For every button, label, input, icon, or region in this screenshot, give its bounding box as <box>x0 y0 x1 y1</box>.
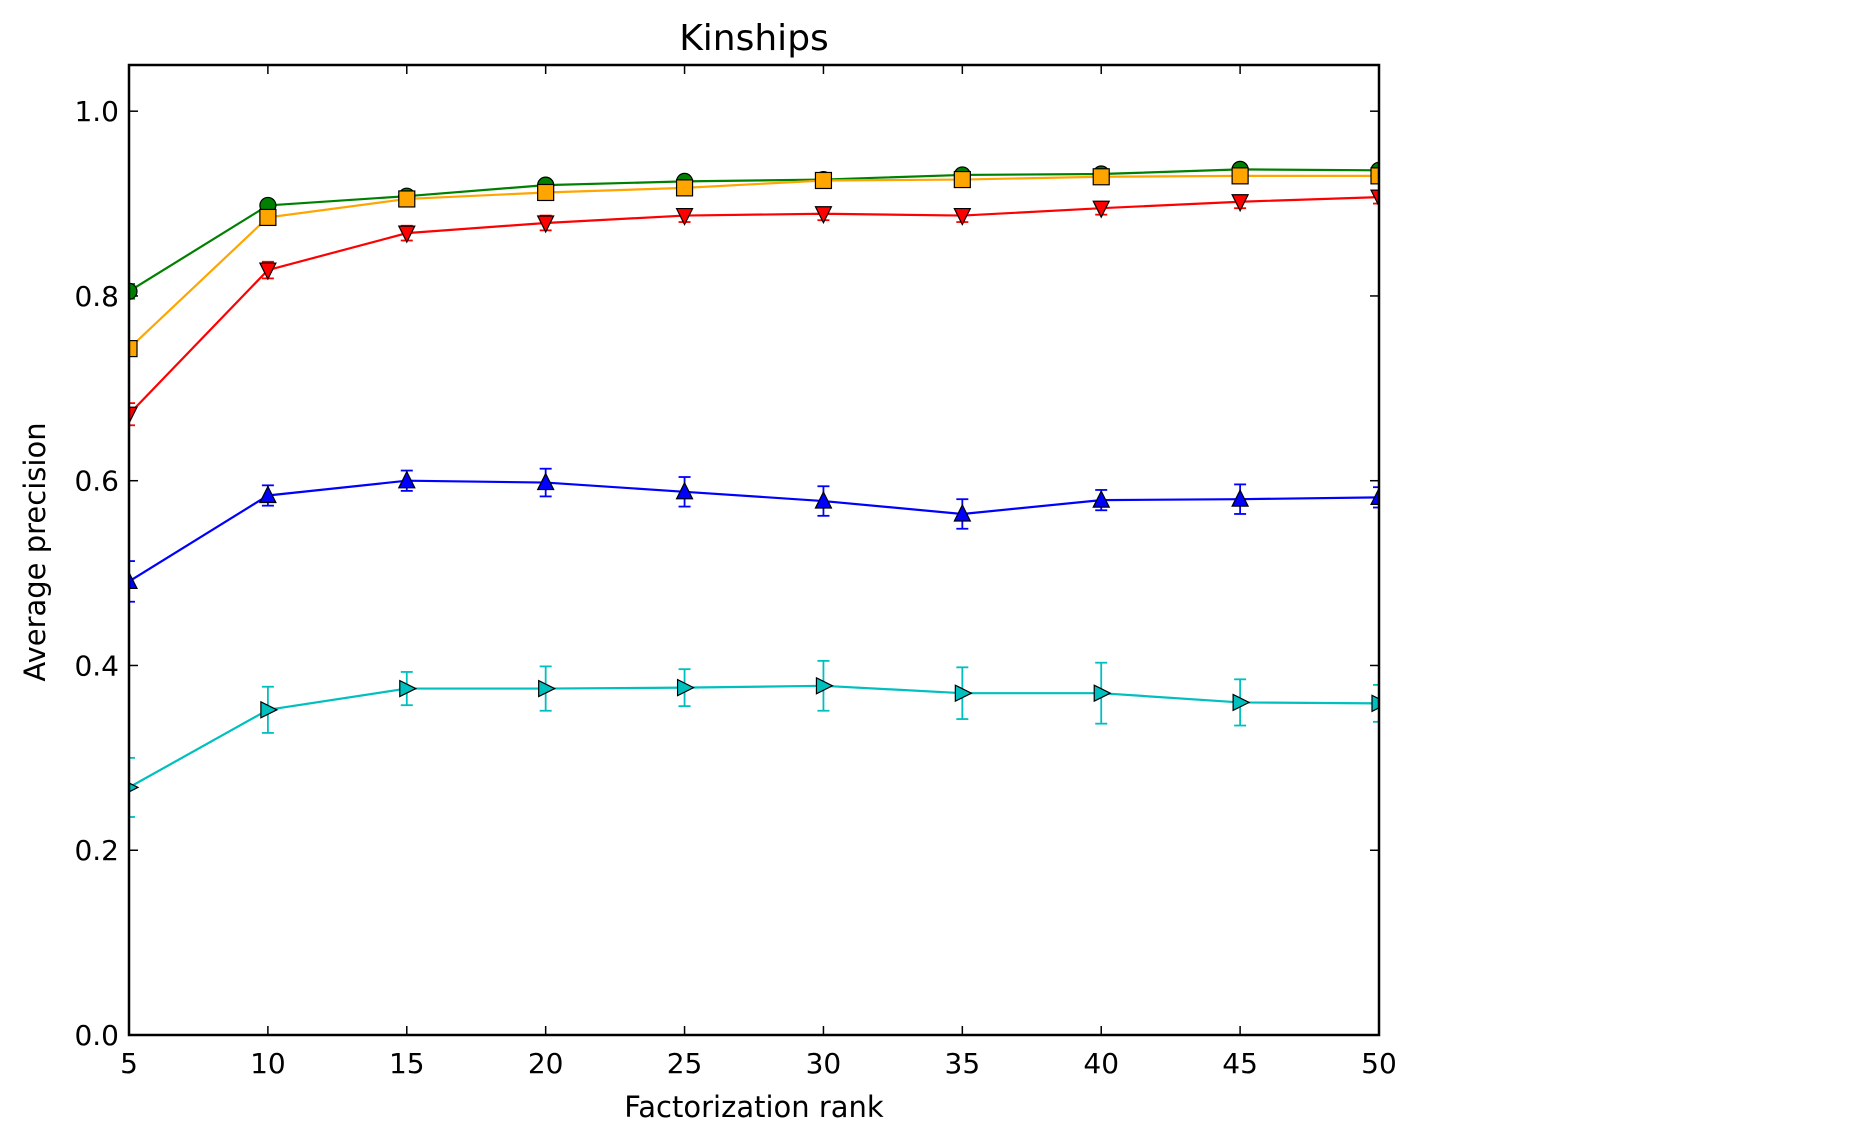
data-point-marker <box>129 406 138 425</box>
x-tick-label: 35 <box>945 1047 981 1080</box>
data-point-marker <box>1231 194 1250 213</box>
series-line <box>129 684 1379 789</box>
y-tick-label: 0.8 <box>74 280 119 313</box>
x-tick-label: 50 <box>1361 1047 1397 1080</box>
series-line <box>129 479 1379 583</box>
y-tick-label: 1.0 <box>74 95 119 128</box>
data-point-marker <box>814 171 833 190</box>
series-4 <box>129 659 1379 818</box>
plot-frame <box>127 63 1381 1037</box>
data-point-marker <box>1370 189 1379 208</box>
data-point-marker <box>1232 693 1251 712</box>
data-point-marker <box>397 225 416 244</box>
data-point-marker <box>397 470 416 489</box>
data-point-marker <box>538 679 557 698</box>
x-tick-label: 45 <box>1222 1047 1258 1080</box>
data-point-marker <box>953 207 972 226</box>
y-tick-label: 0.0 <box>74 1019 119 1052</box>
data-point-marker <box>675 179 694 197</box>
data-point-marker <box>398 190 416 208</box>
data-point-marker <box>1231 488 1250 507</box>
data-point-marker <box>1231 167 1249 185</box>
x-tick-label: 40 <box>1083 1047 1119 1080</box>
data-point-marker <box>1092 200 1111 219</box>
data-point-marker <box>1370 487 1379 505</box>
data-point-marker <box>258 485 277 504</box>
series-1 <box>129 167 1379 358</box>
data-point-marker <box>258 262 277 281</box>
data-point-marker <box>129 571 138 590</box>
x-tick-label: 30 <box>806 1047 842 1080</box>
y-tick-label: 0.4 <box>74 649 119 682</box>
x-tick-label: 25 <box>667 1047 703 1080</box>
data-point-marker <box>1093 684 1112 703</box>
data-point-marker <box>1092 168 1110 186</box>
data-point-marker <box>676 678 695 697</box>
data-point-marker <box>129 340 138 358</box>
chart-title: Kinships <box>679 18 829 59</box>
data-point-marker <box>814 490 833 509</box>
data-point-marker <box>815 676 834 695</box>
axis-ticks: 5 10 15 20 25 30 35 40 45 50 0.0 0.2 0.4 0.6 0.8 1.0 <box>74 65 1397 1080</box>
y-tick-label: 0.2 <box>74 834 119 867</box>
series-line <box>129 174 1379 350</box>
data-point-marker <box>1371 694 1379 713</box>
series-2 <box>129 189 1379 427</box>
series-line <box>129 196 1379 415</box>
series-line <box>129 168 1379 293</box>
x-tick-label: 5 <box>120 1047 138 1080</box>
data-point-marker <box>259 208 277 227</box>
data-point-marker <box>814 206 833 225</box>
data-point-marker <box>537 183 555 202</box>
data-point-marker <box>129 282 138 300</box>
data-point-marker <box>675 207 694 226</box>
data-point-marker <box>1370 167 1379 185</box>
x-axis-label: Factorization rank <box>624 1090 884 1124</box>
data-point-marker <box>1092 489 1111 508</box>
x-tick-label: 20 <box>528 1047 564 1080</box>
data-point-marker <box>675 481 694 500</box>
data-point-marker <box>399 679 418 698</box>
series-layer <box>129 160 1379 818</box>
data-point-marker <box>536 472 555 491</box>
data-point-marker <box>536 215 555 234</box>
data-point-marker <box>953 170 971 189</box>
x-tick-label: 10 <box>250 1047 286 1080</box>
y-axis-label: Average precision <box>18 422 52 681</box>
data-point-marker <box>260 700 279 719</box>
data-point-marker <box>954 684 973 703</box>
x-tick-label: 15 <box>389 1047 425 1080</box>
series-3 <box>129 467 1379 603</box>
y-tick-label: 0.6 <box>74 465 119 498</box>
data-point-marker <box>953 503 972 522</box>
